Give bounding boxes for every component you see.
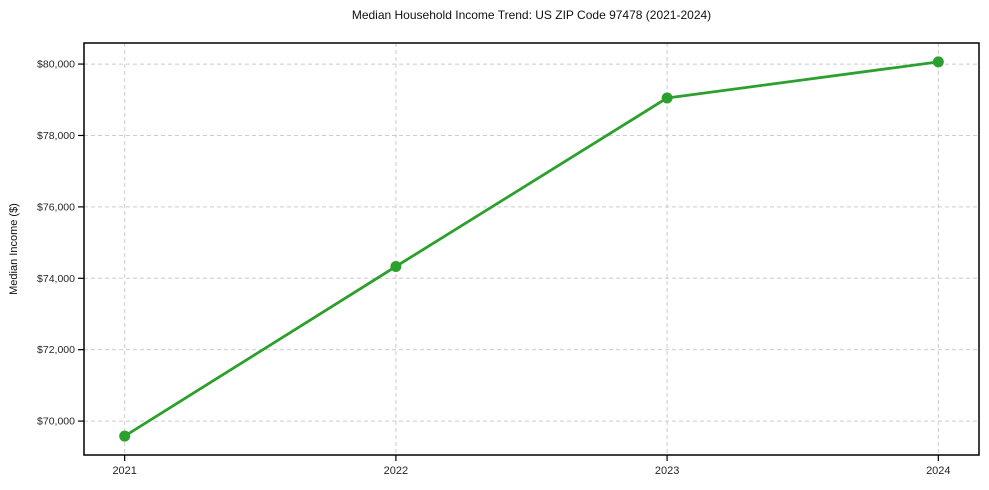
y-tick-label: $78,000 — [37, 130, 75, 142]
trend-line — [123, 60, 940, 438]
y-tick-label: $80,000 — [37, 59, 75, 71]
y-tick-label: $74,000 — [37, 273, 75, 285]
data-point-2023 — [661, 92, 673, 104]
data-point-2024 — [932, 56, 944, 68]
y-tick-label: $76,000 — [37, 201, 75, 213]
chart-title: Median Household Income Trend: US ZIP Co… — [351, 8, 712, 22]
data-point-2021 — [119, 430, 131, 442]
y-tick-label: $70,000 — [37, 416, 75, 428]
x-tick-label: 2023 — [655, 465, 679, 477]
x-tick-label: 2024 — [926, 465, 950, 477]
x-tick-label: 2022 — [384, 465, 408, 477]
y-tick-label: $72,000 — [37, 344, 75, 356]
data-point-2022 — [390, 260, 402, 272]
x-tick-label: 2021 — [112, 465, 136, 477]
plot-border — [83, 42, 980, 456]
